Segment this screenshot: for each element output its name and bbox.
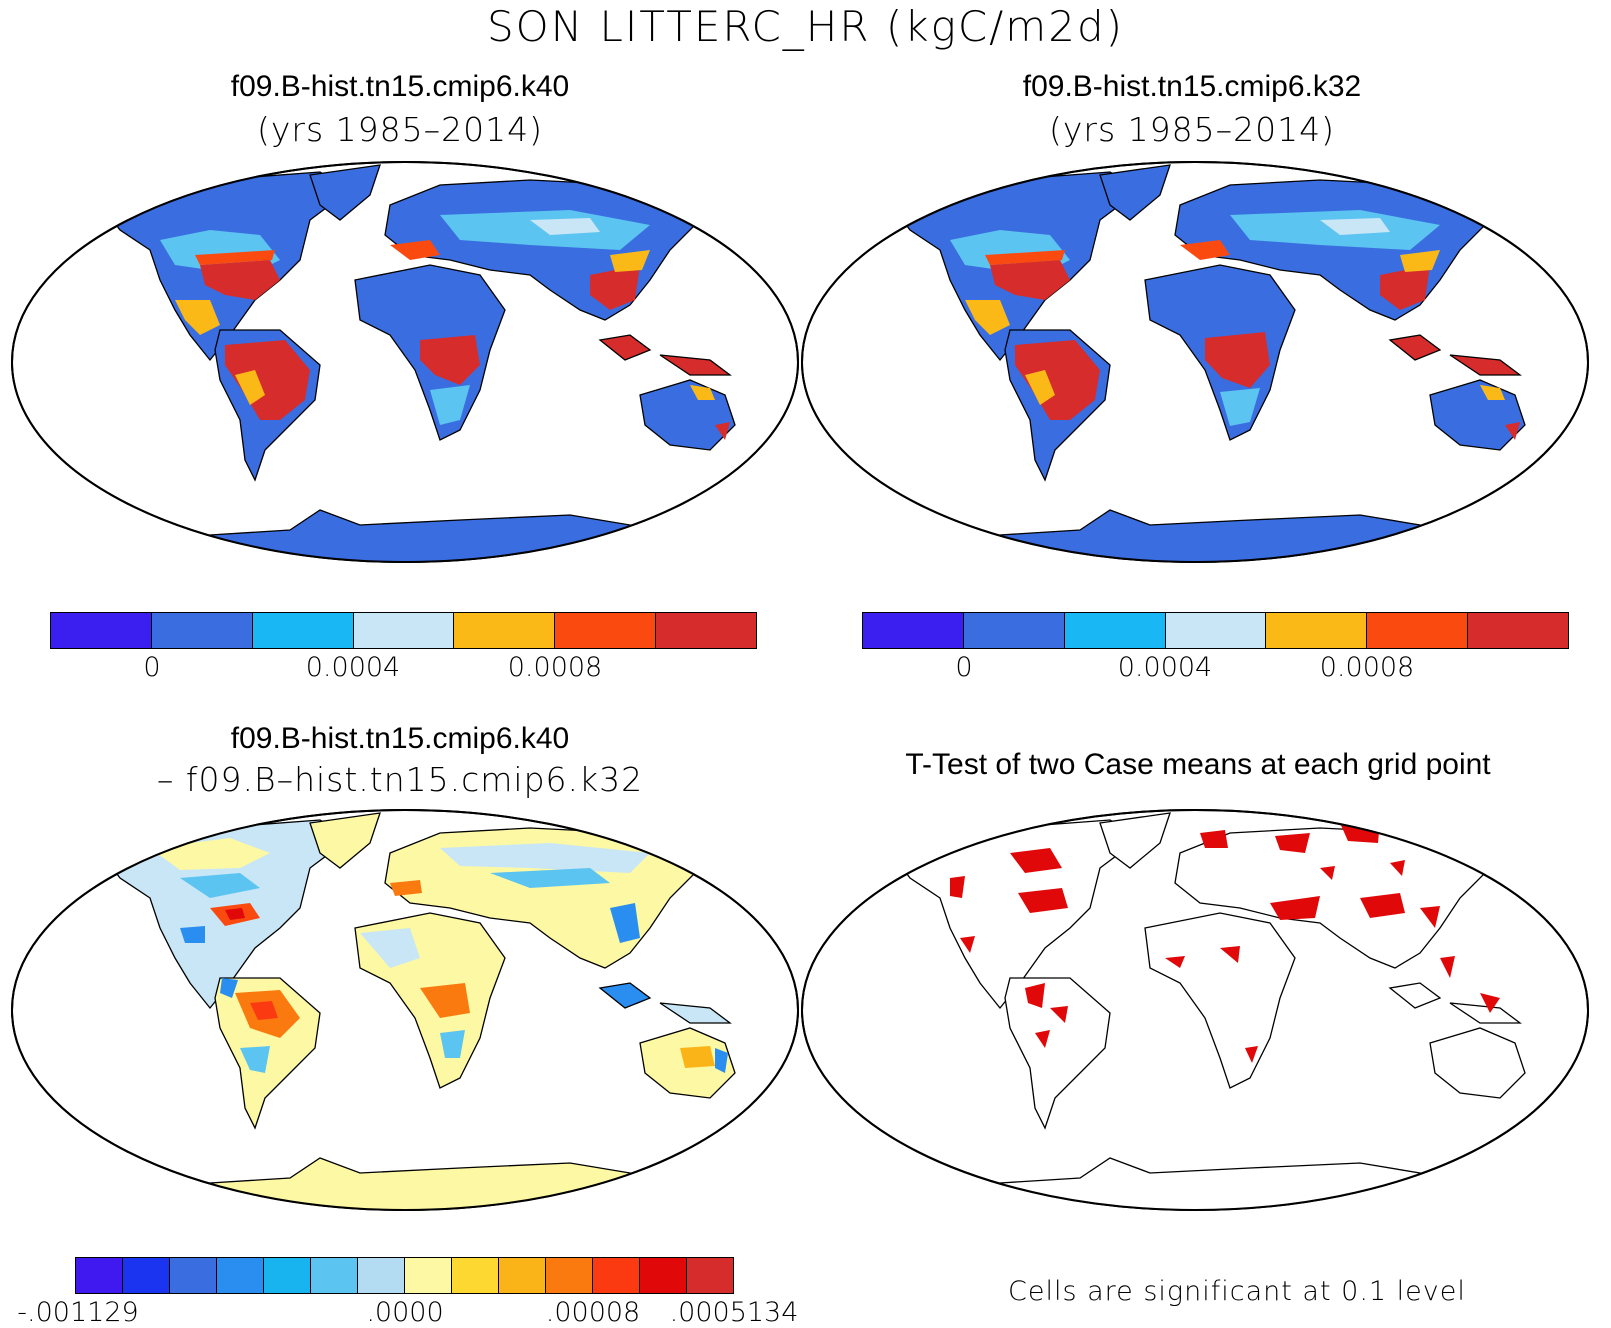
- colorbar-difference-swatch-7: [405, 1258, 452, 1293]
- colorbar-k40-swatch-4: [454, 613, 556, 648]
- colorbar-k32-swatch-1: [963, 613, 1065, 648]
- colorbar-difference-swatch-9: [499, 1258, 546, 1293]
- map-panel-k40: [11, 161, 799, 563]
- colorbar-k32-swatch-5: [1367, 613, 1469, 648]
- colorbar-diff-tick-3: .0005134: [669, 1297, 799, 1328]
- colorbar-diff-tick-2: .00008: [545, 1297, 641, 1328]
- significant-cells: [950, 820, 1500, 1063]
- colorbar-difference-swatch-5: [311, 1258, 358, 1293]
- colorbar-k40-swatch-6: [656, 613, 757, 648]
- panel-1-subtitle: (yrs 1985–2014): [257, 110, 543, 149]
- colorbar-difference-swatch-0: [76, 1258, 123, 1293]
- colorbar-diff-tick-1: .0000: [366, 1297, 444, 1328]
- north-america: [893, 819, 1142, 1010]
- colorbar-k32-swatch-6: [1468, 613, 1569, 648]
- colorbar-difference-swatch-13: [687, 1258, 733, 1293]
- colorbar-k40-tick-0: 0: [143, 652, 161, 683]
- panel-4-title: T-Test of two Case means at each grid po…: [905, 748, 1491, 781]
- colorbar-difference-swatch-8: [452, 1258, 499, 1293]
- colorbar-k32-tick-0: 0: [955, 652, 973, 683]
- colorbar-k32-swatch-3: [1165, 613, 1267, 648]
- south-america: [1004, 977, 1111, 1130]
- panel-2-title: f09.B-hist.tn15.cmip6.k32: [1022, 70, 1362, 103]
- colorbar-k32: [862, 612, 1569, 649]
- figure-title: SON LITTERC_HR (kgC/m2d): [487, 2, 1124, 51]
- colorbar-k40-swatch-1: [151, 613, 253, 648]
- ttest-note: Cells are significant at 0.1 level: [1008, 1276, 1466, 1307]
- panel-3-title: f09.B-hist.tn15.cmip6.k40: [230, 722, 570, 755]
- colorbar-k32-swatch-4: [1266, 613, 1368, 648]
- colorbar-difference-swatch-12: [640, 1258, 687, 1293]
- colorbar-diff-tick-0: -.001129: [17, 1297, 139, 1328]
- colorbar-k40-swatch-3: [353, 613, 455, 648]
- australia: [1429, 1027, 1526, 1099]
- panel-2-subtitle: (yrs 1985–2014): [1049, 110, 1335, 149]
- colorbar-difference: [75, 1257, 734, 1294]
- colorbar-k32-tick-2: 0.0008: [1319, 652, 1415, 683]
- colorbar-difference-swatch-2: [170, 1258, 217, 1293]
- panel-1-title: f09.B-hist.tn15.cmip6.k40: [230, 70, 570, 103]
- colorbar-k40-swatch-0: [51, 613, 152, 648]
- colorbar-k40: [50, 612, 757, 649]
- colorbar-k40-swatch-5: [555, 613, 657, 648]
- map-panel-difference: [11, 809, 799, 1211]
- colorbar-k40-swatch-2: [252, 613, 354, 648]
- colorbar-difference-swatch-1: [123, 1258, 170, 1293]
- colorbar-difference-swatch-10: [546, 1258, 593, 1293]
- colorbar-k32-swatch-0: [863, 613, 964, 648]
- panel-3-subtitle: – f09.B–hist.tn15.cmip6.k32: [156, 760, 644, 799]
- colorbar-difference-swatch-11: [593, 1258, 640, 1293]
- colorbar-k32-tick-1: 0.0004: [1117, 652, 1213, 683]
- colorbar-k40-tick-2: 0.0008: [507, 652, 603, 683]
- colorbar-k32-swatch-2: [1064, 613, 1166, 648]
- map-panel-k32: [801, 161, 1589, 563]
- map-panel-ttest: [801, 809, 1589, 1211]
- colorbar-k40-tick-1: 0.0004: [305, 652, 401, 683]
- colorbar-difference-swatch-6: [358, 1258, 405, 1293]
- colorbar-difference-swatch-4: [264, 1258, 311, 1293]
- colorbar-difference-swatch-3: [217, 1258, 264, 1293]
